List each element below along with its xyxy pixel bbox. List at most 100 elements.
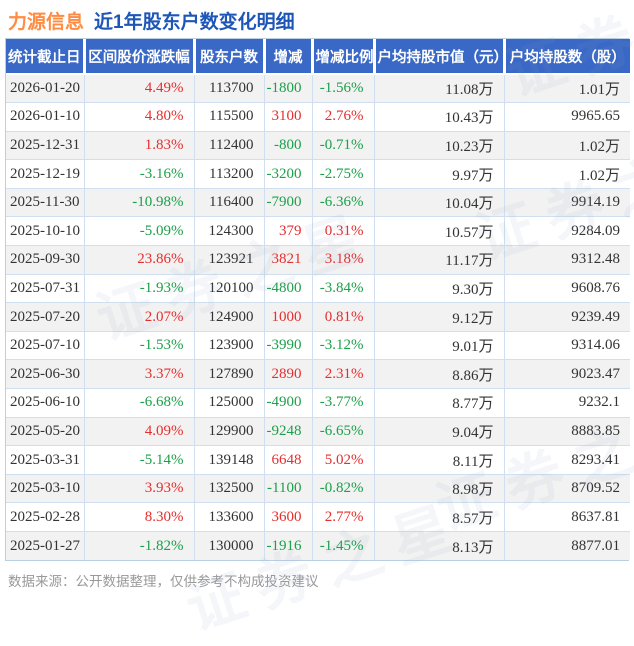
table-cell: 9.97万 [374, 159, 505, 189]
table-cell: 2025-11-30 [6, 188, 85, 218]
column-header: 户均持股市值（元） [374, 39, 506, 75]
table-cell: 2025-07-31 [6, 274, 85, 304]
table-row: 2025-10-10 -5.09% 124300 379 0.31% 10.57万 9284… [6, 216, 630, 247]
table-cell: 9239.49 [504, 302, 630, 332]
table-cell: 8637.81 [504, 502, 630, 532]
table-cell: 9.04万 [374, 417, 505, 447]
table-cell: -5.09% [84, 216, 195, 247]
table-cell: 3.93% [84, 474, 195, 504]
table-cell: 9.30万 [374, 274, 505, 304]
table-cell: 127890 [194, 359, 265, 390]
table-cell: -3.12% [312, 331, 375, 361]
table-cell: 3.18% [312, 245, 375, 275]
table-cell: 133600 [194, 502, 265, 532]
table-cell: 2025-09-30 [6, 245, 85, 275]
table-cell: -1.45% [312, 531, 375, 561]
table-cell: 9023.47 [504, 359, 630, 390]
table-cell: -10.98% [84, 188, 195, 218]
table-cell: 115500 [194, 102, 265, 132]
table-cell: 3100 [264, 102, 313, 132]
page-title: 力源信息 近1年股东户数变化明细 [0, 0, 634, 38]
table-cell: 10.23万 [374, 131, 505, 161]
table-cell: 5.02% [312, 445, 375, 475]
table-cell: 2025-10-10 [6, 216, 85, 247]
table-cell: -6.65% [312, 417, 375, 447]
table-cell: 124900 [194, 302, 265, 332]
table-cell: 4.49% [84, 74, 195, 104]
table-cell: 1000 [264, 302, 313, 332]
table-cell: -6.68% [84, 388, 195, 418]
table-cell: 9284.09 [504, 216, 630, 247]
table-cell: -3.77% [312, 388, 375, 418]
table-cell: 116400 [194, 188, 265, 218]
table-cell: -1.82% [84, 531, 195, 561]
table-body: 2026-01-20 4.49% 113700 -1800 -1.56% 11.08万 1.… [6, 74, 630, 561]
table-cell: -1100 [264, 474, 313, 504]
table-cell: 112400 [194, 131, 265, 161]
table-cell: 1.02万 [504, 159, 630, 189]
table-cell: 9.12万 [374, 302, 505, 332]
table-cell: -3.84% [312, 274, 375, 304]
table-cell: -1.53% [84, 331, 195, 361]
table-cell: 130000 [194, 531, 265, 561]
table-row: 2025-03-31 -5.14% 139148 6648 5.02% 8.11万 8293… [6, 445, 630, 475]
column-header: 增减 [264, 39, 314, 75]
table-cell: -1916 [264, 531, 313, 561]
table-row: 2025-07-20 2.07% 124900 1000 0.81% 9.12万 9239.… [6, 302, 630, 332]
table-row: 2025-07-31 -1.93% 120100 -4800 -3.84% 9.30万 96… [6, 274, 630, 304]
table-cell: -1.93% [84, 274, 195, 304]
table-cell: 11.17万 [374, 245, 505, 275]
table-cell: 2.07% [84, 302, 195, 332]
table-cell: 2025-05-20 [6, 417, 85, 447]
table-cell: 4.09% [84, 417, 195, 447]
table-cell: 113200 [194, 159, 265, 189]
table-row: 2025-06-10 -6.68% 125000 -4900 -3.77% 8.77万 92… [6, 388, 630, 418]
table-cell: 8883.85 [504, 417, 630, 447]
table-cell: 123900 [194, 331, 265, 361]
table-row: 2025-12-19 -3.16% 113200 -3200 -2.75% 9.97万 1.… [6, 159, 630, 189]
table-cell: -6.36% [312, 188, 375, 218]
table-cell: 2890 [264, 359, 313, 390]
table-cell: 2025-06-30 [6, 359, 85, 390]
table-cell: 1.02万 [504, 131, 630, 161]
column-header: 股东户数 [194, 39, 266, 75]
table-row: 2025-06-30 3.37% 127890 2890 2.31% 8.86万 9023.… [6, 359, 630, 390]
table-cell: 9312.48 [504, 245, 630, 275]
table-cell: 2.31% [312, 359, 375, 390]
shareholder-table: 统计截止日 区间股价涨跌幅 股东户数 增减 增减比例 户均持股市值（元） 户均持股数（股） … [5, 38, 630, 562]
table-row: 2025-05-20 4.09% 129900 -9248 -6.65% 9.04万 888… [6, 417, 630, 447]
table-cell: 8.30% [84, 502, 195, 532]
table-cell: 6648 [264, 445, 313, 475]
table-cell: 1.01万 [504, 74, 630, 104]
table-cell: 2025-06-10 [6, 388, 85, 418]
table-row: 2026-01-10 4.80% 115500 3100 2.76% 10.43万 9965… [6, 102, 630, 132]
table-cell: 8.77万 [374, 388, 505, 418]
table-cell: 0.81% [312, 302, 375, 332]
table-row: 2025-03-10 3.93% 132500 -1100 -0.82% 8.98万 870… [6, 474, 630, 504]
table-cell: 9314.06 [504, 331, 630, 361]
table-row: 2025-11-30 -10.98% 116400 -7900 -6.36% 10.04万… [6, 188, 630, 218]
table-cell: 2025-03-31 [6, 445, 85, 475]
table-cell: 379 [264, 216, 313, 247]
table-cell: 9965.65 [504, 102, 630, 132]
table-cell: 4.80% [84, 102, 195, 132]
table-row: 2025-07-10 -1.53% 123900 -3990 -3.12% 9.01万 93… [6, 331, 630, 361]
column-header: 统计截止日 [6, 39, 86, 75]
table-cell: 23.86% [84, 245, 195, 275]
table-cell: 3.37% [84, 359, 195, 390]
table-cell: 113700 [194, 74, 265, 104]
table-cell: 10.57万 [374, 216, 505, 247]
table-cell: 2025-07-10 [6, 331, 85, 361]
table-cell: 1.83% [84, 131, 195, 161]
table-cell: -800 [264, 131, 313, 161]
table-cell: 9914.19 [504, 188, 630, 218]
table-cell: 2.76% [312, 102, 375, 132]
table-cell: 8877.01 [504, 531, 630, 561]
table-cell: 10.04万 [374, 188, 505, 218]
table-cell: 123921 [194, 245, 265, 275]
column-header: 增减比例 [312, 39, 376, 75]
data-source-note: 数据来源：公开数据整理，仅供参考不构成投资建议 [8, 574, 319, 590]
column-header: 户均持股数（股） [504, 39, 630, 75]
table-row: 2025-01-27 -1.82% 130000 -1916 -1.45% 8.13万 88… [6, 531, 630, 561]
table-cell: 2026-01-20 [6, 74, 85, 104]
